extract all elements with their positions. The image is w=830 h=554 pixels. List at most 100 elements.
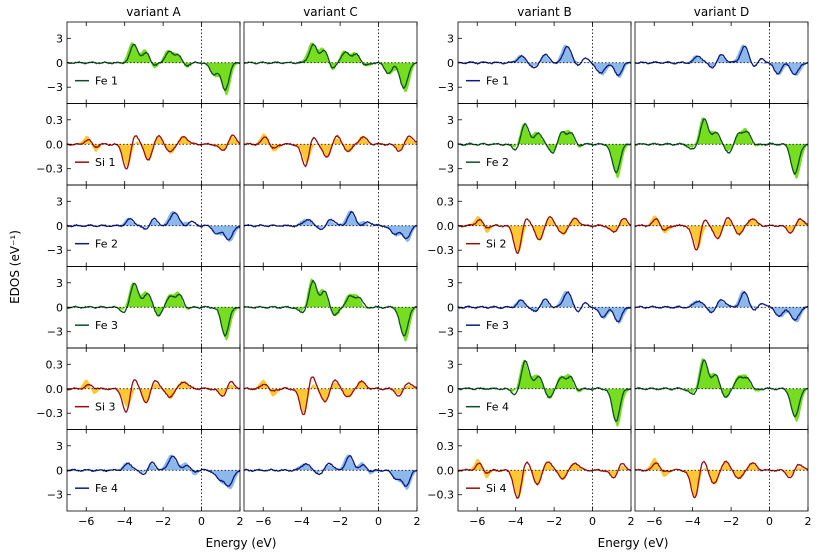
- legend-label: Si 3: [95, 401, 116, 414]
- y-tick-label: 0.0: [437, 220, 455, 233]
- edos-panel: 3 0 −3 Fe 1: [47, 21, 241, 104]
- y-tick-label: 0: [56, 301, 63, 314]
- edos-panel: [634, 103, 809, 186]
- edos-line: [635, 359, 808, 418]
- plot-area: [67, 266, 240, 348]
- edos-fill-area: [244, 278, 417, 342]
- y-tick-label: 0: [447, 301, 454, 314]
- edos-fill-area: [67, 454, 240, 490]
- y-axis-label: EDOS (eV⁻¹): [8, 230, 22, 304]
- y-tick-label: 3: [447, 32, 454, 45]
- edos-fill-area: [458, 44, 631, 79]
- plot-area: [635, 266, 808, 348]
- edos-panel: −6 −4 −2 0 2 0.3 0.0 −0.3 Si 4: [427, 429, 635, 528]
- plot-area: [67, 348, 240, 430]
- legend-label: Si 4: [486, 482, 507, 495]
- legend-label: Fe 4: [486, 401, 509, 414]
- x-tick-label: −6: [78, 515, 94, 528]
- legend-label: Fe 3: [95, 319, 118, 332]
- y-tick-label: −3: [47, 489, 63, 502]
- y-tick-label: −0.3: [36, 407, 63, 420]
- edos-fill-area: [635, 457, 808, 498]
- y-tick-label: 0.3: [437, 195, 455, 208]
- y-tick-label: −0.3: [427, 244, 454, 257]
- legend-label: Fe 1: [95, 75, 118, 88]
- edos-fill-area: [67, 42, 240, 96]
- plot-area: [635, 348, 808, 430]
- edos-fill-area: [458, 215, 631, 253]
- y-tick-label: 3: [447, 358, 454, 371]
- edos-panel: 3 0 −3 Fe 2: [47, 184, 241, 267]
- legend-label: Fe 1: [486, 75, 509, 88]
- plot-area: [458, 22, 631, 104]
- x-tick-label: −6: [255, 515, 271, 528]
- plot-area: [458, 185, 631, 267]
- plot-area: [244, 185, 417, 267]
- edos-line: [458, 216, 631, 255]
- x-tick-label: 2: [237, 515, 244, 528]
- plot-area: [458, 266, 631, 348]
- x-tick-label: −2: [723, 515, 739, 528]
- edos-panel: [634, 347, 809, 430]
- column-title: variant B: [517, 5, 571, 19]
- column-title: variant C: [303, 5, 358, 19]
- edos-line: [458, 359, 631, 423]
- edos-line: [244, 210, 417, 240]
- y-tick-label: 3: [56, 32, 63, 45]
- edos-panel: 3 0 −3 Fe 1: [438, 21, 632, 104]
- edos-panel: [243, 266, 418, 349]
- edos-fill-area: [458, 123, 631, 179]
- legend-label: Si 2: [486, 238, 507, 251]
- x-tick-label: 2: [805, 515, 812, 528]
- edos-fill-area: [458, 359, 631, 427]
- edos-fill-area: [458, 458, 631, 498]
- edos-panel: [243, 21, 418, 104]
- legend-label: Fe 2: [486, 156, 509, 169]
- y-tick-label: −3: [47, 326, 63, 339]
- edos-fill-area: [458, 290, 631, 324]
- edos-panel: 3 0 −3 Fe 2: [438, 103, 632, 186]
- edos-line: [635, 460, 808, 499]
- y-tick-label: 3: [447, 277, 454, 290]
- plot-area: [458, 429, 631, 511]
- edos-panel: 3 0 −3 Fe 3: [438, 266, 632, 349]
- y-tick-label: 0: [447, 138, 454, 151]
- plot-area: [244, 429, 417, 511]
- panel-frame: [634, 429, 809, 512]
- plot-area: [635, 185, 808, 267]
- x-tick-label: −4: [294, 515, 310, 528]
- plot-area: [67, 22, 240, 104]
- y-tick-label: −3: [47, 244, 63, 257]
- x-tick-label: 0: [375, 515, 382, 528]
- edos-line: [458, 291, 631, 323]
- y-tick-label: −0.3: [427, 489, 454, 502]
- plot-area: [244, 348, 417, 430]
- plot-area: [244, 266, 417, 348]
- edos-line: [67, 282, 240, 338]
- y-tick-label: 3: [56, 440, 63, 453]
- edos-panel: [243, 184, 418, 267]
- y-tick-label: 0.3: [46, 358, 64, 371]
- edos-fill-area: [67, 282, 240, 341]
- plot-area: [67, 429, 240, 511]
- column-title: variant A: [126, 5, 181, 19]
- edos-panel: [634, 21, 809, 104]
- y-tick-label: 0: [447, 57, 454, 70]
- y-tick-label: 3: [56, 195, 63, 208]
- column-title: variant D: [694, 5, 749, 19]
- edos-panel: −6 −4 −2 0 2: [243, 429, 421, 528]
- edos-fill-area: [244, 42, 417, 92]
- x-tick-label: −6: [469, 515, 485, 528]
- y-tick-label: 0.3: [437, 440, 455, 453]
- edos-line: [67, 455, 240, 487]
- x-tick-label: 0: [198, 515, 205, 528]
- edos-line: [635, 118, 808, 176]
- edos-panel: 3 0 −3 Fe 4: [438, 347, 632, 430]
- edos-panel: [243, 347, 418, 430]
- edos-panel: −6 −4 −2 0 2 3 0 −3 Fe 4: [47, 429, 244, 528]
- x-tick-label: −6: [646, 515, 662, 528]
- edos-line: [458, 122, 631, 174]
- x-tick-label: −2: [546, 515, 562, 528]
- edos-panel: 0.3 0.0 −0.3 Si 1: [36, 103, 241, 186]
